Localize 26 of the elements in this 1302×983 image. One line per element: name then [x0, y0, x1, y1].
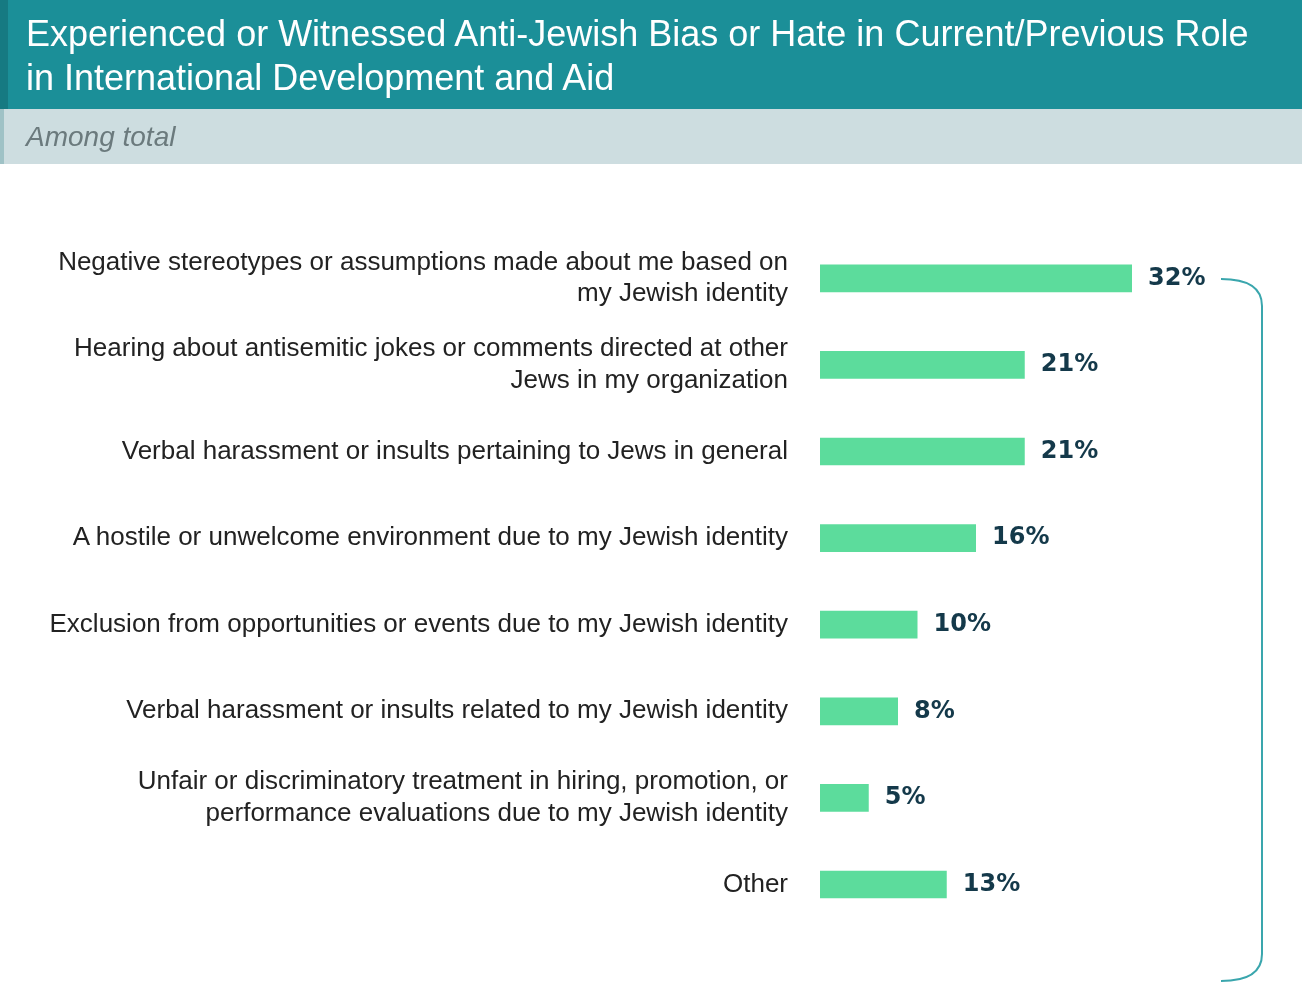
data-label: 8% [914, 695, 955, 724]
data-label: 21% [1040, 349, 1099, 378]
data-label: 16% [992, 522, 1050, 551]
y-tick-label: Other [722, 867, 789, 898]
data-label: 32% [1148, 262, 1206, 291]
data-label: 10% [933, 608, 991, 637]
data-label: 5% [884, 782, 926, 811]
bar [820, 870, 947, 899]
y-tick-label: Hearing about antisemitic jokes or comments directed at other Jews in my organization [74, 332, 789, 394]
y-tick-label: A hostile or unwelcome environment due to my Jewish identity [72, 521, 788, 552]
bar [820, 351, 1025, 379]
bar [820, 784, 869, 812]
data-label: 21% [1040, 435, 1099, 464]
y-tick-label: Verbal harassment or insults related to my Jewish identity [126, 694, 788, 725]
bar [820, 610, 918, 639]
y-tick-label: Unfair or discriminatory treatment in hiring, promotion, or performance evaluations due to my Jewish identity [137, 765, 789, 827]
bar [820, 437, 1025, 466]
y-tick-label: Negative stereotypes or assumptions made about me based on my Jewish identity [58, 245, 788, 308]
data-label: 13% [962, 868, 1021, 897]
bar [820, 524, 976, 552]
y-tick-label: Exclusion from opportunities or events due to my Jewish identity [49, 607, 788, 638]
bar [820, 697, 898, 726]
y-tick-label: Verbal harassment or insults pertaining to Jews in general [121, 434, 788, 465]
bar [820, 264, 1132, 293]
text: Among total [26, 121, 176, 153]
chart-title: Experienced or Witnessed Anti-Jewish Bias or Hate in Current/Previous Role in International Development and Aid [26, 12, 1250, 100]
